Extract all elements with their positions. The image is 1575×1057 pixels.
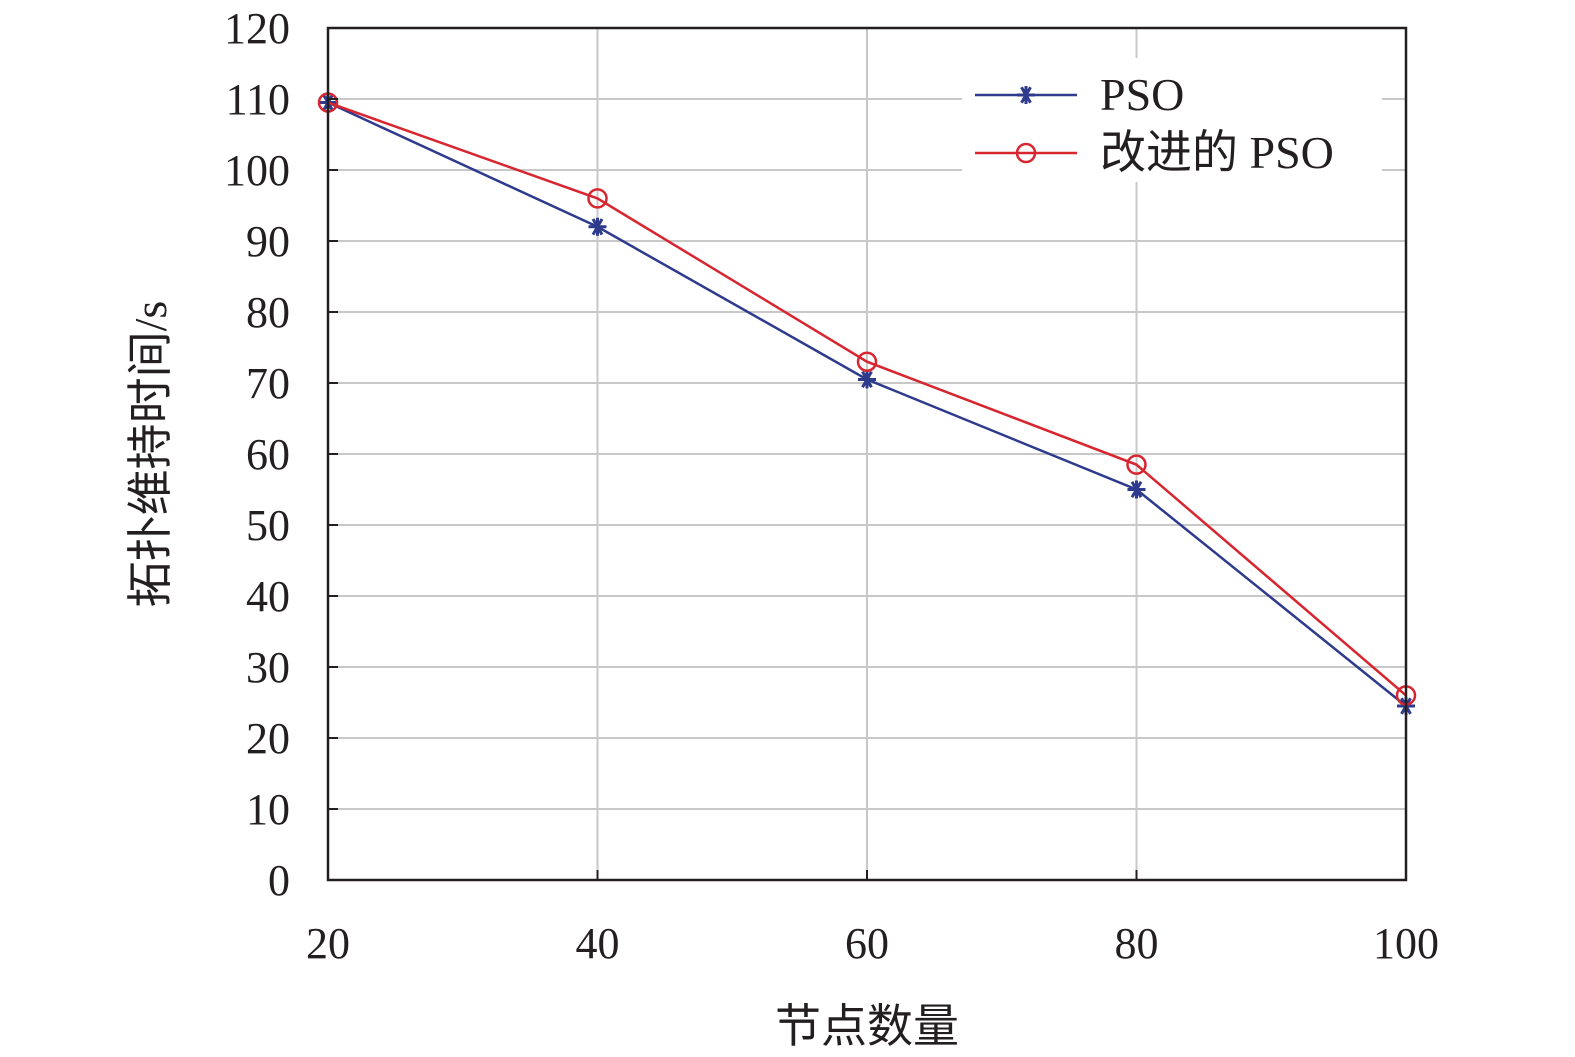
data-point-asterisk	[588, 217, 607, 236]
series-1	[317, 92, 1417, 706]
axes	[326, 26, 1408, 882]
y-tick-label: 40	[246, 572, 290, 621]
legend-marker-circle	[1015, 142, 1037, 164]
y-tick-label: 120	[224, 4, 290, 53]
data-point-asterisk	[1127, 480, 1146, 499]
y-tick-label: 30	[246, 643, 290, 692]
legend-label: PSO	[1100, 69, 1184, 120]
legend-entry-1: 改进的 PSO	[975, 127, 1334, 178]
legend-label: 改进的 PSO	[1100, 127, 1334, 178]
plot-frame	[326, 26, 1408, 882]
x-axis-title: 节点数量	[775, 1001, 959, 1052]
y-tick-label: 60	[246, 430, 290, 479]
y-tick-label: 50	[246, 501, 290, 550]
legend-entry-0: PSO	[975, 69, 1184, 120]
x-tick-label: 40	[576, 919, 620, 968]
x-tick-label: 80	[1115, 919, 1159, 968]
legend-marker-asterisk	[1017, 86, 1035, 104]
legend: PSO 改进的 PSO	[962, 58, 1382, 182]
y-tick-label: 100	[224, 146, 290, 195]
y-tick-label: 0	[268, 856, 290, 905]
data-point-circle	[587, 188, 608, 209]
y-tick-label: 80	[246, 288, 290, 337]
data-point-circle	[856, 351, 878, 372]
y-tick-label: 10	[246, 785, 290, 834]
y-tick-label: 20	[246, 714, 290, 763]
x-tick-label: 60	[845, 919, 889, 968]
grid-lines	[328, 28, 1406, 880]
x-tick-label: 100	[1373, 919, 1439, 968]
y-tick-label: 110	[226, 75, 290, 124]
tick-labels: 0 10 20 30 40 50 60 70 80 90 100 110 120 20 40 60 80 100	[224, 4, 1439, 968]
y-tick-label: 90	[246, 217, 290, 266]
data-point-asterisk	[858, 370, 876, 389]
y-axis-title: 拓扑维持时间/s	[125, 301, 176, 608]
series-line	[327, 101, 1407, 697]
data-point-circle	[1126, 454, 1147, 475]
series-layer	[317, 92, 1417, 716]
x-tick-label: 20	[306, 919, 350, 968]
y-tick-label: 70	[246, 359, 290, 408]
legend-background	[962, 58, 1382, 182]
